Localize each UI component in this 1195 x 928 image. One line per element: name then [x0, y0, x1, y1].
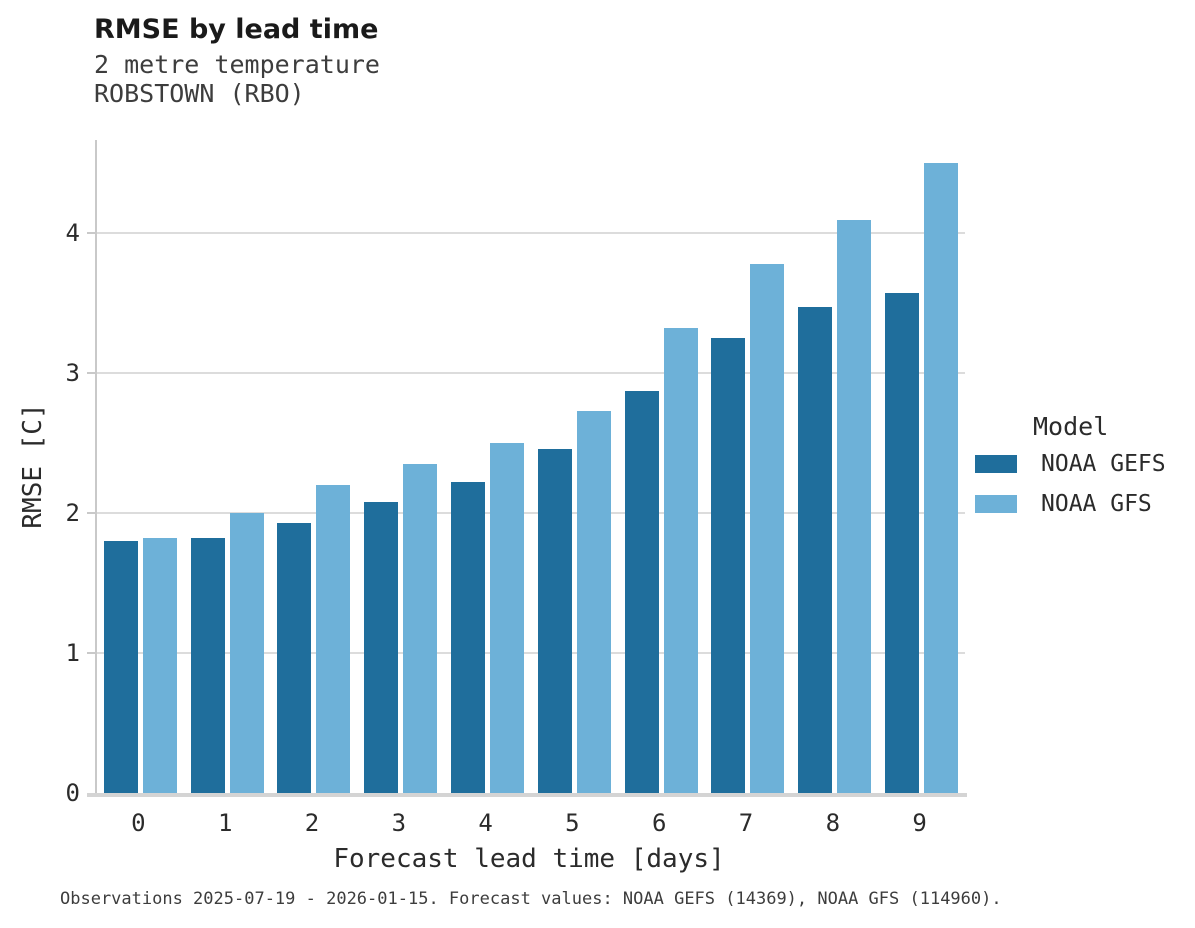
footer-note: Observations 2025-07-19 - 2026-01-15. Fo… [60, 889, 1002, 909]
bar-group-lead-9 [878, 140, 965, 793]
bar-noaa-gefs-lead-9 [885, 293, 920, 793]
bar-noaa-gfs-lead-8 [837, 220, 872, 793]
x-tick-label: 5 [565, 809, 580, 837]
bar-group-lead-4 [444, 140, 531, 793]
legend: Model NOAA GEFS NOAA GFS [975, 412, 1190, 531]
bar-noaa-gfs-lead-0 [142, 538, 177, 793]
bar-group-lead-0 [97, 140, 184, 793]
bar-noaa-gfs-lead-3 [403, 464, 438, 793]
y-tick-mark [87, 372, 95, 374]
y-tick-mark [87, 652, 95, 654]
x-tick-label: 4 [478, 809, 493, 837]
chart-subtitle-variable: 2 metre temperature [94, 50, 380, 79]
legend-label: NOAA GFS [1041, 491, 1152, 517]
legend-entry-noaa-gefs: NOAA GEFS [975, 451, 1190, 477]
x-tick-label: 1 [217, 809, 233, 837]
x-tick-label: 2 [304, 809, 320, 837]
bar-group-lead-7 [705, 140, 792, 793]
x-axis-label: Forecast lead time [days] [333, 844, 725, 874]
legend-label: NOAA GEFS [1041, 451, 1166, 477]
bar-noaa-gefs-lead-1 [190, 538, 225, 793]
x-axis-baseline [87, 793, 967, 797]
legend-entry-noaa-gfs: NOAA GFS [975, 491, 1190, 517]
x-tick-label: 8 [825, 809, 841, 837]
bar-group-lead-2 [271, 140, 358, 793]
chart-subtitle-station: ROBSTOWN (RBO) [94, 79, 305, 108]
bar-noaa-gefs-lead-8 [798, 307, 833, 793]
gridline-y3 [97, 372, 965, 374]
bar-noaa-gfs-lead-5 [576, 410, 611, 793]
legend-swatch-noaa-gefs [975, 455, 1017, 473]
legend-swatch-noaa-gfs [975, 495, 1017, 513]
y-tick-label: 0 [65, 779, 80, 807]
bar-noaa-gfs-lead-9 [924, 163, 959, 793]
bar-group-lead-1 [184, 140, 271, 793]
bar-group-lead-8 [791, 140, 878, 793]
bar-noaa-gfs-lead-4 [490, 443, 525, 793]
y-tick-label: 2 [65, 499, 80, 527]
bar-noaa-gfs-lead-7 [750, 263, 785, 793]
y-tick-label: 1 [65, 639, 80, 667]
y-tick-label: 3 [65, 359, 80, 387]
bar-noaa-gefs-lead-3 [364, 501, 399, 793]
y-tick-mark [87, 232, 95, 234]
bar-noaa-gfs-lead-1 [229, 513, 264, 793]
bar-noaa-gefs-lead-0 [103, 541, 138, 793]
gridline-y4 [97, 232, 965, 234]
bar-noaa-gefs-lead-4 [451, 482, 486, 793]
bar-noaa-gefs-lead-5 [537, 448, 572, 793]
chart-title: RMSE by lead time [94, 14, 379, 45]
gridline-y1 [97, 652, 965, 654]
y-tick-label: 4 [65, 219, 80, 247]
plot-area [87, 140, 967, 797]
bar-noaa-gfs-lead-2 [316, 485, 351, 793]
bar-noaa-gfs-lead-6 [663, 328, 698, 793]
x-tick-label: 7 [738, 809, 754, 837]
bar-noaa-gefs-lead-7 [711, 338, 746, 793]
bar-noaa-gefs-lead-2 [277, 522, 312, 793]
x-tick-label: 3 [391, 809, 407, 837]
bar-group-lead-3 [357, 140, 444, 793]
bar-noaa-gefs-lead-6 [624, 391, 659, 793]
bar-group-lead-6 [618, 140, 705, 793]
gridline-y2 [97, 512, 965, 514]
legend-title: Model [1033, 412, 1109, 441]
bar-group-lead-5 [531, 140, 618, 793]
x-tick-label: 6 [651, 809, 667, 837]
y-tick-mark [87, 512, 95, 514]
x-tick-label: 9 [912, 809, 927, 837]
x-tick-label: 0 [131, 809, 146, 837]
